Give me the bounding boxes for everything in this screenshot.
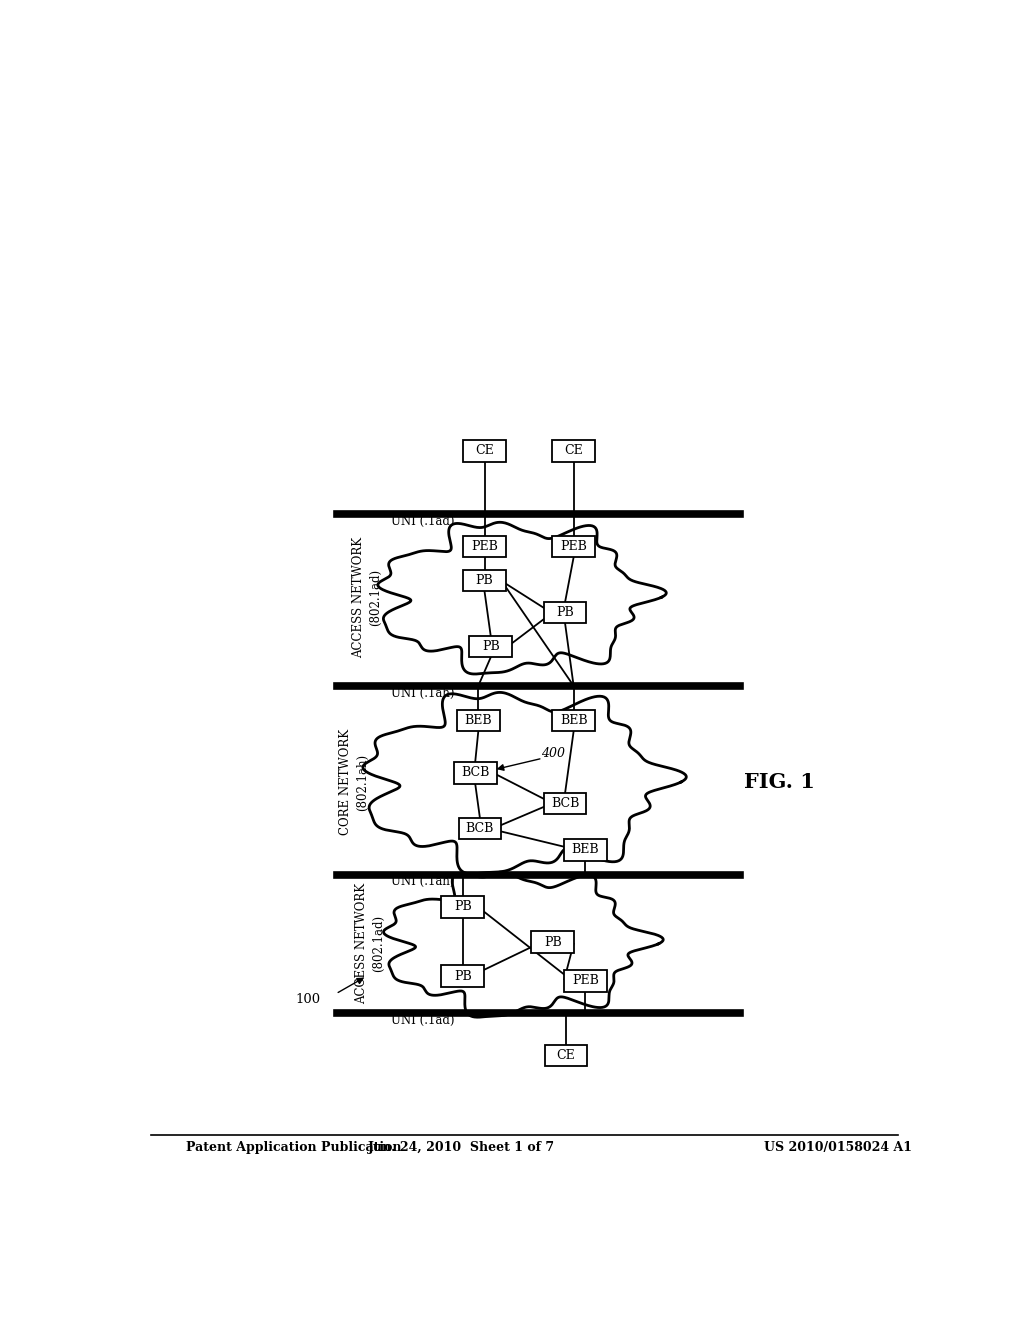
Text: BEB: BEB bbox=[571, 843, 599, 857]
Text: CORE NETWORK
(802.1ah): CORE NETWORK (802.1ah) bbox=[339, 729, 370, 836]
Text: BCB: BCB bbox=[466, 822, 494, 834]
FancyBboxPatch shape bbox=[545, 1044, 587, 1067]
Polygon shape bbox=[362, 693, 686, 874]
FancyBboxPatch shape bbox=[463, 536, 506, 557]
Text: BCB: BCB bbox=[551, 797, 580, 810]
Text: FIG. 1: FIG. 1 bbox=[743, 772, 814, 792]
Text: US 2010/0158024 A1: US 2010/0158024 A1 bbox=[764, 1142, 911, 1155]
Polygon shape bbox=[384, 873, 664, 1018]
Text: BEB: BEB bbox=[465, 714, 493, 727]
FancyBboxPatch shape bbox=[469, 636, 512, 657]
Text: Jun. 24, 2010  Sheet 1 of 7: Jun. 24, 2010 Sheet 1 of 7 bbox=[368, 1142, 555, 1155]
Text: UNI (.1ah): UNI (.1ah) bbox=[391, 686, 455, 700]
FancyBboxPatch shape bbox=[463, 570, 506, 591]
FancyBboxPatch shape bbox=[531, 932, 574, 953]
FancyBboxPatch shape bbox=[454, 762, 497, 784]
Text: CE: CE bbox=[556, 1049, 575, 1063]
Text: ACCESS NETWORK
(802.1ad): ACCESS NETWORK (802.1ad) bbox=[354, 883, 385, 1005]
Text: UNI (.1ad): UNI (.1ad) bbox=[391, 515, 455, 528]
Text: PB: PB bbox=[482, 640, 500, 653]
FancyBboxPatch shape bbox=[544, 793, 587, 814]
Text: UNI (.1ah): UNI (.1ah) bbox=[391, 875, 455, 888]
Text: UNI (.1ad): UNI (.1ad) bbox=[391, 1014, 455, 1027]
Text: PB: PB bbox=[475, 574, 494, 587]
Text: CE: CE bbox=[475, 445, 494, 458]
Text: PB: PB bbox=[544, 936, 561, 949]
FancyBboxPatch shape bbox=[564, 970, 606, 991]
Text: PEB: PEB bbox=[560, 540, 587, 553]
FancyBboxPatch shape bbox=[459, 817, 501, 840]
Polygon shape bbox=[378, 523, 667, 675]
Text: 100: 100 bbox=[295, 993, 321, 1006]
FancyBboxPatch shape bbox=[463, 441, 506, 462]
FancyBboxPatch shape bbox=[441, 896, 484, 917]
Text: ACCESS NETWORK
(802.1ad): ACCESS NETWORK (802.1ad) bbox=[351, 537, 382, 657]
Text: PEB: PEB bbox=[571, 974, 599, 987]
FancyBboxPatch shape bbox=[564, 840, 606, 861]
FancyBboxPatch shape bbox=[441, 965, 484, 987]
Text: PEB: PEB bbox=[471, 540, 498, 553]
FancyBboxPatch shape bbox=[552, 441, 595, 462]
Text: PB: PB bbox=[454, 970, 472, 982]
Text: Patent Application Publication: Patent Application Publication bbox=[186, 1142, 401, 1155]
Text: BEB: BEB bbox=[560, 714, 588, 727]
FancyBboxPatch shape bbox=[457, 710, 500, 731]
Text: PB: PB bbox=[556, 606, 574, 619]
Text: BCB: BCB bbox=[461, 767, 489, 779]
FancyBboxPatch shape bbox=[552, 536, 595, 557]
FancyBboxPatch shape bbox=[552, 710, 595, 731]
FancyBboxPatch shape bbox=[544, 602, 587, 623]
Text: 400: 400 bbox=[541, 747, 564, 760]
Text: CE: CE bbox=[564, 445, 583, 458]
Text: PB: PB bbox=[454, 900, 472, 913]
